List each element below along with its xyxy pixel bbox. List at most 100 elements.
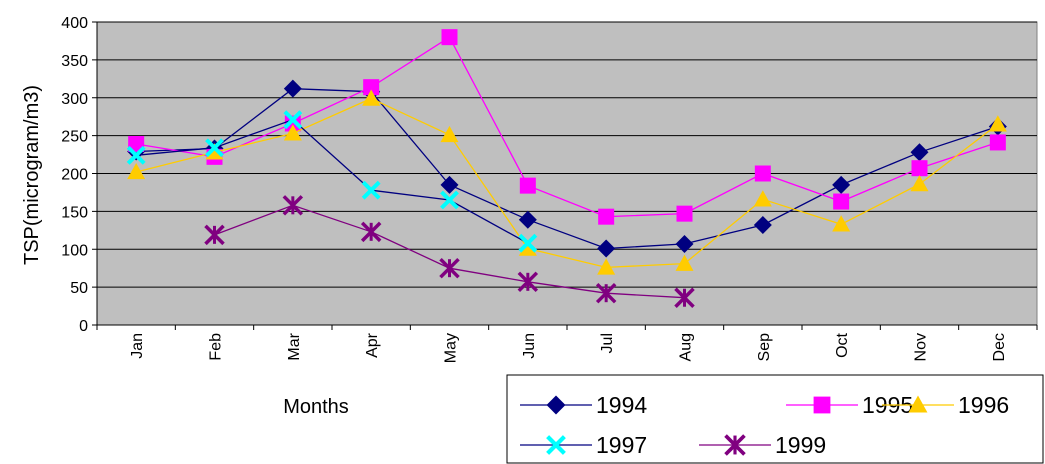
- square-marker: [813, 396, 831, 414]
- x-tick-label: Sep: [756, 333, 773, 362]
- diamond-marker: [546, 395, 566, 415]
- triangle-marker: [988, 115, 1007, 132]
- series-1997: [126, 110, 538, 253]
- asterisk-marker: [282, 195, 304, 216]
- x-tick-label: May: [443, 333, 460, 363]
- y-tick-label: 300: [61, 91, 88, 108]
- legend-item-1994: 1994: [520, 392, 647, 418]
- y-tick-label: 150: [61, 204, 88, 221]
- series-1995: [128, 29, 1006, 225]
- square-marker: [363, 79, 380, 96]
- triangle-marker: [753, 190, 772, 207]
- series-line-1994: [136, 88, 999, 250]
- diamond-marker: [440, 175, 459, 194]
- x-axis-title: Months: [283, 396, 349, 418]
- triangle-marker: [908, 395, 928, 413]
- legend-item-1996: 1996: [882, 392, 1009, 418]
- x-marker-stroke: [361, 180, 381, 200]
- x-tick-label: Aug: [678, 333, 695, 361]
- diamond-marker: [753, 216, 772, 235]
- x-marker: [361, 180, 381, 200]
- x-marker: [440, 190, 459, 210]
- square-marker: [833, 193, 850, 210]
- x-tick-label: Jan: [129, 333, 146, 359]
- x-marker-stroke: [440, 190, 459, 210]
- asterisk-marker: [674, 287, 695, 308]
- axes: 0 50 100 150 200 250 300 350 400 Jan Feb Mar Apr May J…: [61, 15, 1038, 363]
- diamond-marker: [832, 175, 851, 194]
- square-marker: [754, 165, 771, 182]
- legend-label: 1996: [958, 392, 1009, 418]
- y-axis-title: TSP(microgram/m3): [21, 85, 43, 265]
- diamond-marker: [597, 239, 616, 258]
- x-marker-stroke: [546, 435, 566, 455]
- triangle-marker: [440, 125, 459, 143]
- triangle-marker: [597, 258, 616, 275]
- series-1999: [204, 195, 695, 308]
- series-line-1997: [136, 118, 529, 244]
- legend-label: 1997: [596, 432, 647, 458]
- x-tick-label: Oct: [834, 332, 851, 357]
- triangle-marker: [205, 143, 224, 160]
- x-tick-label: Apr: [364, 332, 381, 358]
- y-tick-label: 50: [70, 280, 88, 297]
- diamond-marker: [283, 79, 302, 98]
- triangle-marker: [518, 239, 537, 256]
- y-tick-label: 100: [61, 242, 88, 259]
- diamond-marker: [675, 234, 694, 253]
- square-marker: [989, 134, 1006, 151]
- x-tick-label: Jun: [521, 333, 538, 359]
- square-marker: [519, 177, 536, 194]
- square-marker: [441, 29, 458, 46]
- series-line-1995: [136, 36, 999, 218]
- asterisk-marker: [724, 434, 746, 456]
- x-marker: [518, 233, 538, 253]
- x-marker-stroke: [518, 233, 538, 253]
- triangle-marker: [127, 162, 146, 180]
- square-marker: [598, 208, 615, 225]
- x-marker: [205, 138, 224, 158]
- legend-label: 1999: [775, 432, 826, 458]
- y-tick-label: 200: [61, 167, 88, 184]
- x-marker-stroke: [283, 110, 303, 130]
- x-marker: [283, 110, 303, 130]
- triangle-marker: [362, 89, 381, 106]
- x-tick-label: Feb: [208, 333, 225, 361]
- asterisk-marker: [204, 224, 225, 246]
- x-marker: [126, 145, 146, 165]
- square-marker: [128, 135, 145, 152]
- series-line-1996: [136, 97, 999, 269]
- y-tick-label: 400: [61, 15, 88, 32]
- series-1996: [127, 89, 1007, 275]
- square-marker: [676, 205, 693, 222]
- legend-box: [506, 374, 1044, 464]
- asterisk-marker: [595, 282, 617, 304]
- y-tick-label: 0: [79, 318, 88, 335]
- plot-area: [96, 21, 1038, 326]
- x-marker-stroke: [205, 138, 224, 158]
- x-tick-label: Nov: [913, 333, 930, 361]
- x-tick-label: Dec: [991, 333, 1008, 361]
- diamond-marker: [910, 143, 929, 162]
- legend-label: 1994: [596, 392, 647, 418]
- y-tick-label: 350: [61, 53, 88, 70]
- y-tick-label: 250: [61, 129, 88, 146]
- legend-item-1997: 1997: [520, 432, 647, 458]
- square-marker: [911, 160, 928, 177]
- x-marker-stroke: [126, 145, 146, 165]
- asterisk-marker: [439, 257, 460, 279]
- triangle-marker: [832, 215, 851, 232]
- asterisk-marker: [517, 271, 539, 293]
- asterisk-marker: [360, 221, 382, 243]
- series-layer: [126, 29, 1007, 308]
- triangle-marker: [910, 175, 929, 192]
- x-tick-label: Mar: [286, 332, 303, 360]
- x-tick-label: Jul: [599, 333, 616, 353]
- square-marker: [284, 115, 301, 132]
- triangle-marker: [283, 124, 302, 141]
- diamond-marker: [518, 210, 537, 229]
- legend-item-1999: 1999: [699, 432, 826, 458]
- x-marker: [546, 435, 566, 455]
